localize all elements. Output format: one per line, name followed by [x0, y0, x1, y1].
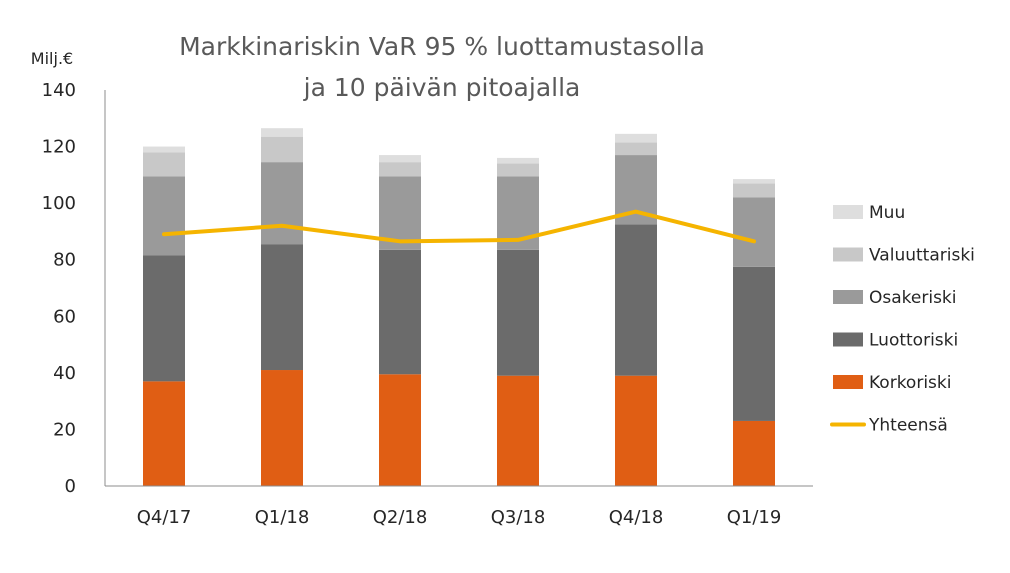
y-tick-label: 60: [53, 306, 76, 327]
y-tick-label: 20: [53, 419, 76, 440]
x-tick-label: Q3/18: [491, 507, 546, 528]
legend-label: Osakeriski: [869, 288, 957, 308]
bar-segment-valuuttariski: [261, 136, 303, 163]
y-axis-ticks: 0 20 40 60 80 100 120 140: [42, 80, 76, 497]
legend-label: Yhteensä: [868, 416, 948, 436]
bar-segment-korkoriski: [615, 375, 657, 486]
bar-stack-q1-19: [733, 179, 775, 486]
bar-segment-valuuttariski: [615, 142, 657, 156]
bar-segment-luottoriski: [733, 266, 775, 421]
chart-title-line-2: ja 10 päivän pitoajalla: [303, 73, 581, 102]
legend-label: Valuuttariski: [869, 246, 975, 266]
legend-item-osakeriski: Osakeriski: [833, 288, 957, 308]
y-tick-label: 100: [42, 193, 76, 214]
bar-stack-q3-18: [497, 157, 539, 486]
legend-swatch: [833, 205, 863, 219]
bar-segment-luottoriski: [143, 255, 185, 382]
bar-segment-valuuttariski: [733, 183, 775, 198]
y-tick-label: 120: [42, 137, 76, 158]
legend-label: Korkoriski: [869, 373, 951, 393]
bar-segment-luottoriski: [261, 244, 303, 371]
legend-item-muu: Muu: [833, 203, 905, 223]
bar-segment-luottoriski: [379, 249, 421, 375]
legend-label: Luottoriski: [869, 331, 958, 351]
x-tick-label: Q4/18: [609, 507, 664, 528]
x-tick-label: Q4/17: [137, 507, 192, 528]
chart-title-line-1: Markkinariskin VaR 95 % luottamustasolla: [179, 32, 705, 61]
bar-segment-korkoriski: [143, 381, 185, 486]
bar-segment-muu: [615, 133, 657, 143]
bar-segment-valuuttariski: [143, 152, 185, 177]
bar-stack-q1-18: [261, 128, 303, 486]
legend-label: Muu: [869, 203, 905, 223]
legend-item-luottoriski: Luottoriski: [833, 331, 958, 351]
x-tick-label: Q2/18: [373, 507, 428, 528]
legend-swatch: [833, 375, 863, 389]
y-tick-label: 40: [53, 363, 76, 384]
y-axis-unit-label: Milj.€: [31, 49, 73, 68]
bar-segment-luottoriski: [497, 249, 539, 376]
legend-item-yhteensa: Yhteensä: [830, 416, 948, 436]
bar-segment-valuuttariski: [379, 162, 421, 177]
line-yhteensa: [162, 209, 756, 244]
bar-segment-muu: [497, 157, 539, 164]
x-tick-label: Q1/18: [255, 507, 310, 528]
bar-segment-muu: [143, 146, 185, 153]
bar-segment-osakeriski: [143, 176, 185, 256]
bar-segment-muu: [379, 155, 421, 163]
legend-item-valuuttariski: Valuuttariski: [833, 246, 975, 266]
chart-title: Markkinariskin VaR 95 % luottamustasolla…: [179, 32, 705, 102]
bar-segment-korkoriski: [733, 420, 775, 486]
bar-segment-osakeriski: [733, 197, 775, 267]
bar-stack-q4-17: [143, 146, 185, 486]
legend-swatch: [833, 290, 863, 304]
x-tick-label: Q1/19: [727, 507, 782, 528]
bars: [143, 128, 775, 486]
bar-segment-korkoriski: [261, 370, 303, 486]
bar-segment-luottoriski: [615, 224, 657, 376]
legend-item-korkoriski: Korkoriski: [833, 373, 951, 393]
y-tick-label: 140: [42, 80, 76, 101]
x-axis-ticks: Q4/17 Q1/18 Q2/18 Q3/18 Q4/18 Q1/19: [137, 507, 782, 528]
y-tick-label: 80: [53, 250, 76, 271]
legend-swatch: [833, 332, 863, 347]
bar-segment-muu: [733, 179, 775, 184]
bar-segment-valuuttariski: [497, 163, 539, 177]
bar-stack-q4-18: [615, 133, 657, 486]
legend-swatch: [833, 247, 863, 262]
bar-segment-korkoriski: [379, 374, 421, 486]
y-tick-label: 0: [65, 476, 76, 497]
bar-segment-korkoriski: [497, 375, 539, 486]
bar-segment-muu: [261, 128, 303, 137]
bar-segment-osakeriski: [261, 162, 303, 245]
legend: Muu Valuuttariski Osakeriski Luottoriski Kor…: [830, 203, 975, 436]
bar-stack-q2-18: [379, 155, 421, 486]
total-line-series: [162, 209, 756, 244]
